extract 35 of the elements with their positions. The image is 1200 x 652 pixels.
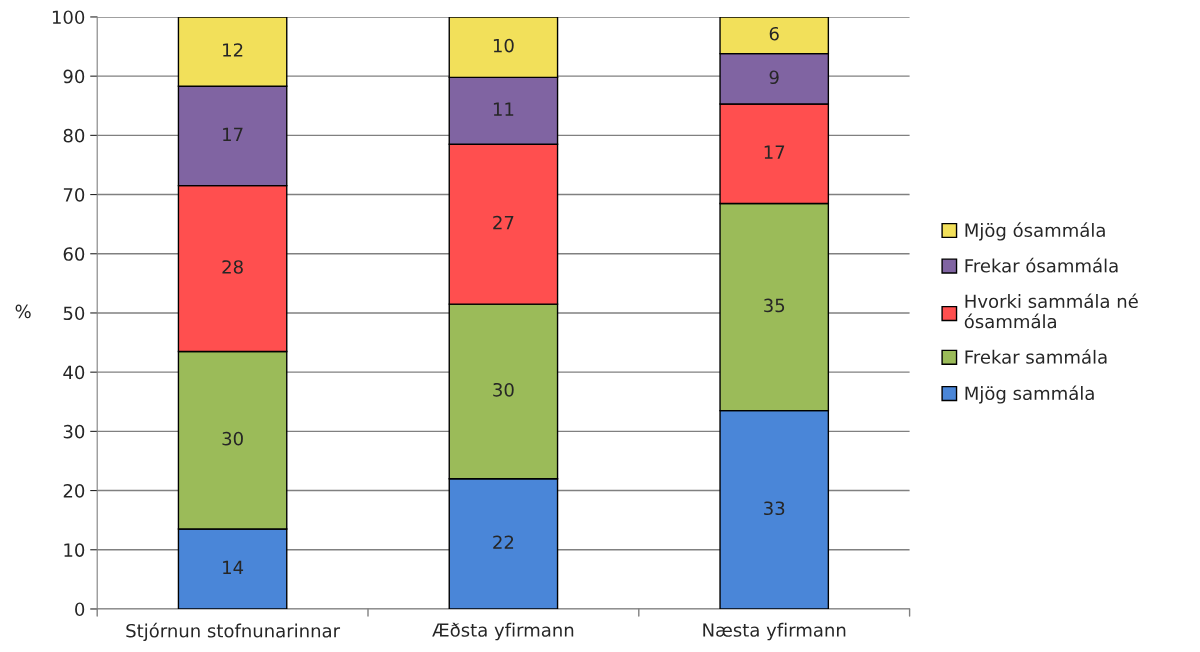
legend-label: Frekar ósammála [965,257,1118,273]
legend-label: Hvorki sammála né ósammála [964,293,1138,329]
y-tick-label: 20 [63,484,85,498]
legend-label: Mjög sammála [965,385,1094,404]
data-label: 33 [764,501,785,516]
y-axis-title: % [15,304,31,319]
data-label: 27 [493,215,514,230]
data-label: 30 [493,382,514,397]
data-label: 6 [769,26,779,41]
data-label: 10 [493,38,514,53]
data-label: 22 [493,535,514,549]
data-label: 14 [223,560,244,574]
y-tick-label: 80 [63,128,85,143]
data-label: 30 [222,431,243,446]
y-tick-label: 50 [63,306,85,321]
data-label: 17 [764,145,785,159]
y-tick-label: 30 [63,424,85,439]
data-label: 28 [222,260,243,274]
data-label: 35 [764,298,785,313]
y-tick-label: 10 [64,543,85,557]
legend-label: Mjög ósammála [965,222,1105,241]
y-tick-label: 40 [63,365,85,380]
data-label: 12 [223,43,243,57]
x-tick-label: Æðsta yfirmann [432,622,574,641]
y-tick-label: 70 [63,188,85,202]
y-tick-label: 0 [75,602,85,617]
data-label: 17 [223,127,243,141]
y-tick-label: 90 [63,69,85,84]
y-tick-label: 100 [52,10,85,25]
data-label: 11 [493,102,514,116]
data-label: 9 [769,70,779,85]
legend-label: Frekar sammála [965,349,1107,364]
x-tick-label: Næsta yfirmann [703,622,846,641]
y-tick-label: 60 [63,247,85,261]
x-tick-label: Stjórnun stofnunarinnar [126,622,341,642]
